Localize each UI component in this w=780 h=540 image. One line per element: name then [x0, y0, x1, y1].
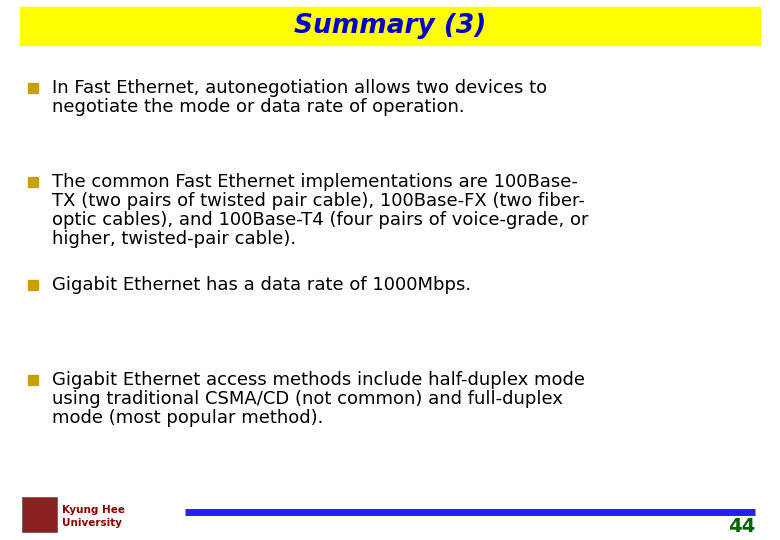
Text: optic cables), and 100Base-T4 (four pairs of voice-grade, or: optic cables), and 100Base-T4 (four pair…	[52, 211, 588, 229]
FancyBboxPatch shape	[20, 7, 760, 45]
Text: In Fast Ethernet, autonegotiation allows two devices to: In Fast Ethernet, autonegotiation allows…	[52, 79, 547, 97]
Text: higher, twisted-pair cable).: higher, twisted-pair cable).	[52, 230, 296, 248]
Text: University: University	[62, 518, 122, 528]
Text: TX (two pairs of twisted pair cable), 100Base-FX (two fiber-: TX (two pairs of twisted pair cable), 10…	[52, 192, 585, 210]
Text: mode (most popular method).: mode (most popular method).	[52, 409, 324, 427]
FancyBboxPatch shape	[22, 497, 57, 532]
Text: The common Fast Ethernet implementations are 100Base-: The common Fast Ethernet implementations…	[52, 173, 578, 191]
Text: using traditional CSMA/CD (not common) and full-duplex: using traditional CSMA/CD (not common) a…	[52, 390, 563, 408]
Text: Kyung Hee: Kyung Hee	[62, 505, 125, 515]
Text: 44: 44	[728, 516, 755, 536]
FancyBboxPatch shape	[28, 280, 38, 290]
Text: Summary (3): Summary (3)	[294, 13, 486, 39]
FancyBboxPatch shape	[28, 83, 38, 93]
Text: Gigabit Ethernet access methods include half-duplex mode: Gigabit Ethernet access methods include …	[52, 371, 585, 389]
FancyBboxPatch shape	[28, 375, 38, 385]
FancyBboxPatch shape	[28, 177, 38, 187]
Text: negotiate the mode or data rate of operation.: negotiate the mode or data rate of opera…	[52, 98, 465, 116]
Text: Gigabit Ethernet has a data rate of 1000Mbps.: Gigabit Ethernet has a data rate of 1000…	[52, 276, 471, 294]
